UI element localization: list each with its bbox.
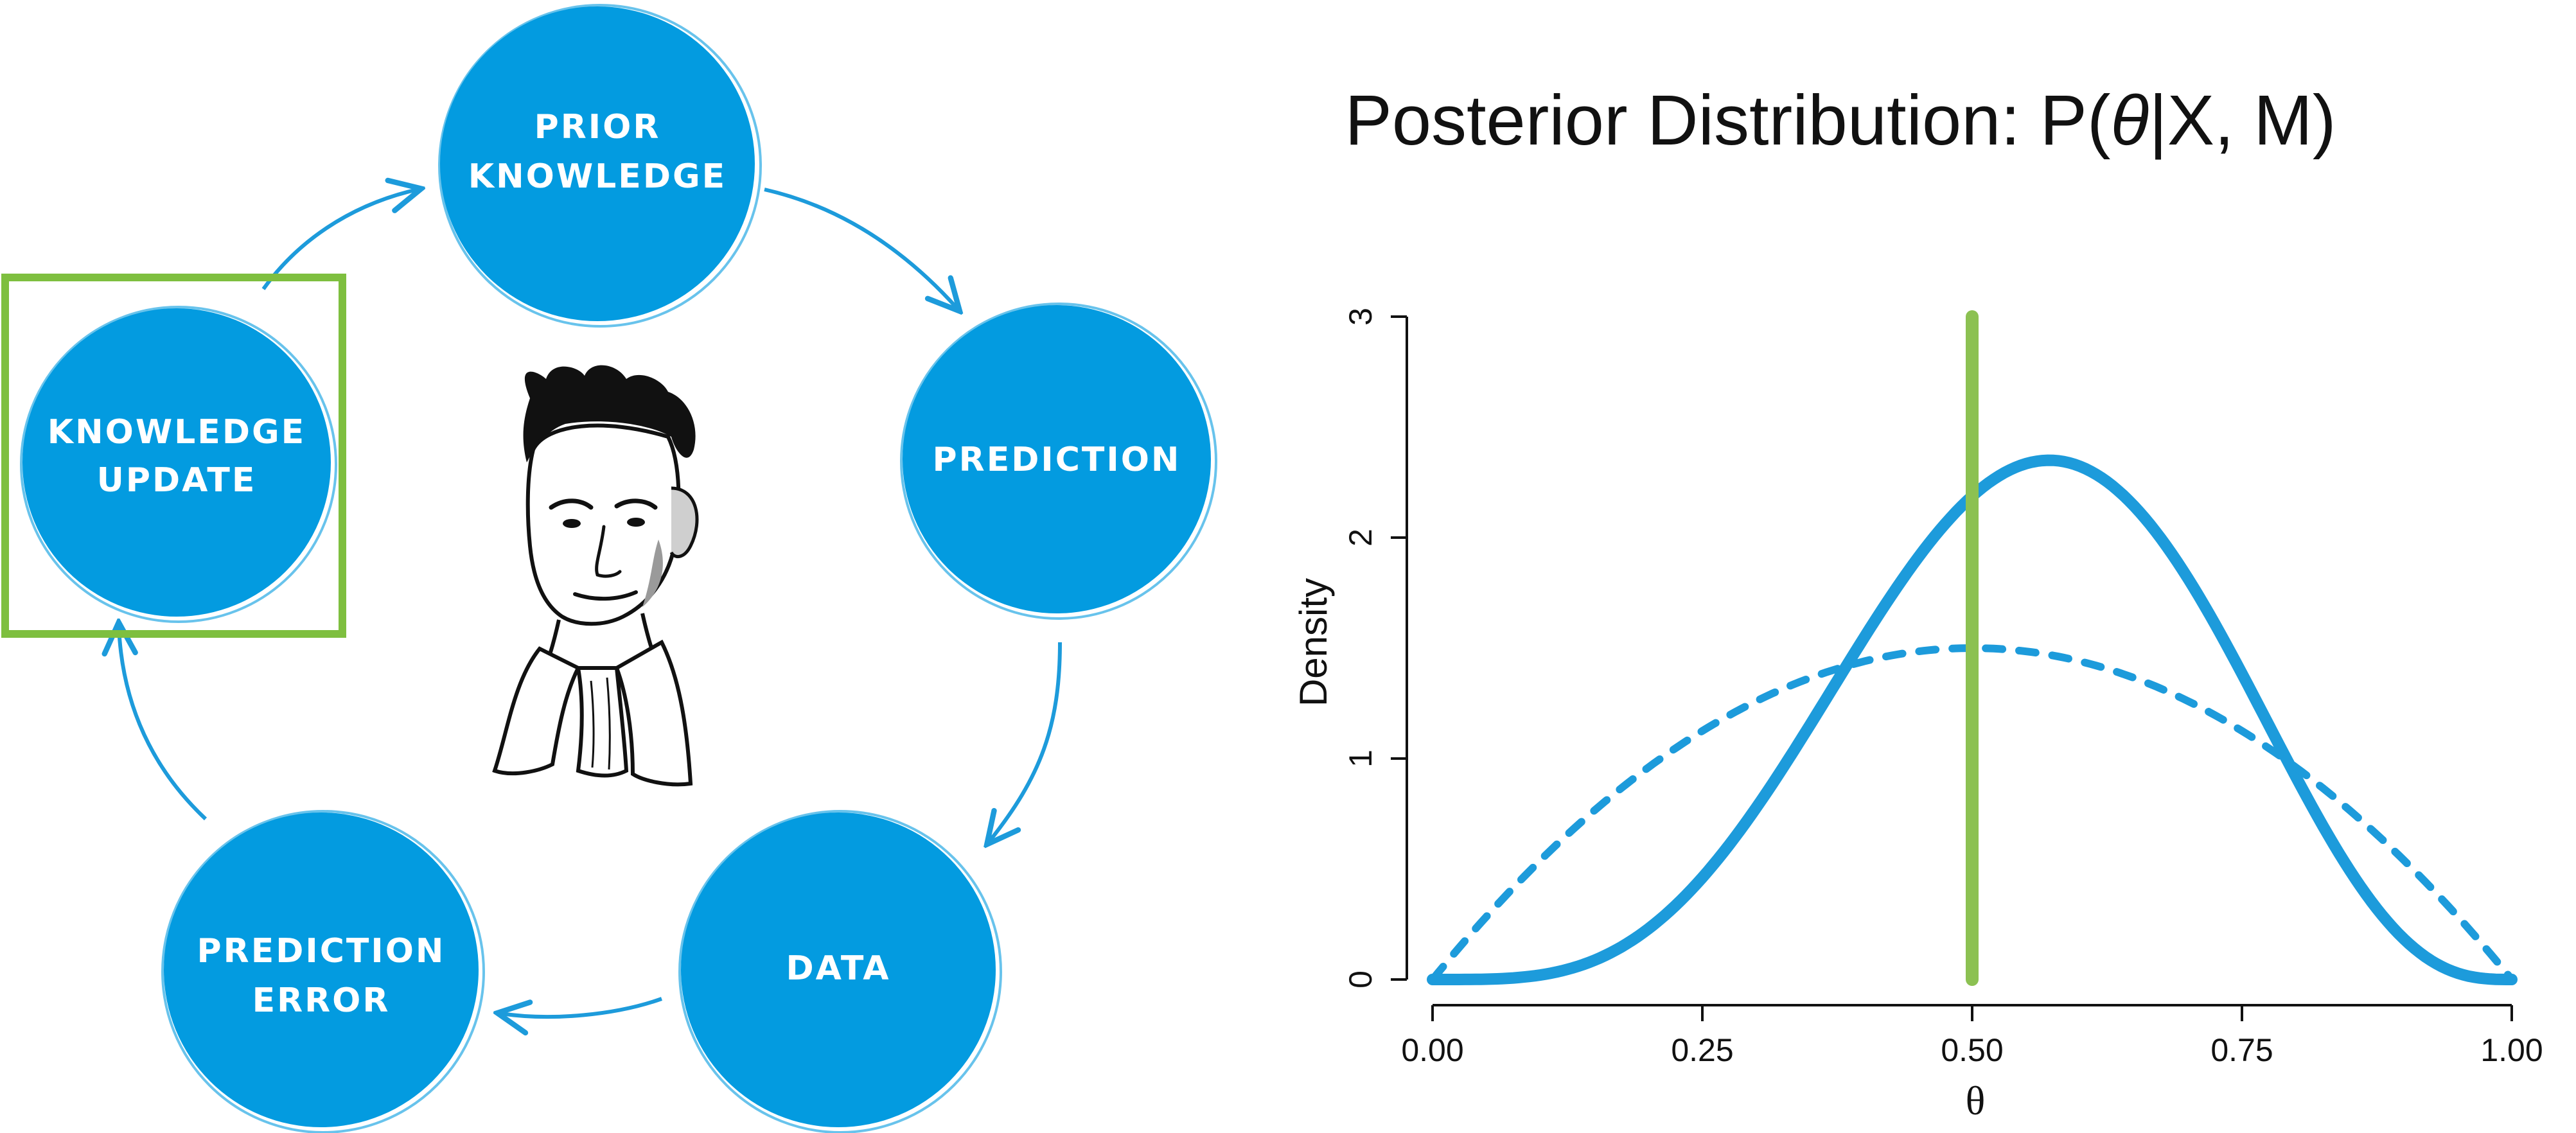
x-axis-label: θ (1966, 1078, 1986, 1123)
x-tick-label: 0.00 (1401, 1032, 1463, 1068)
chart-title: Posterior Distribution: P(θ|X, M) (1345, 81, 2336, 160)
node-error-line2: ERROR (252, 981, 391, 1020)
highlight-box (1, 274, 346, 638)
chart-axes: 0.00 0.25 0.50 0.75 1.00 0 1 2 3 (1343, 308, 2543, 1068)
node-data: DATA (678, 810, 1002, 1133)
chart-title-prefix: Posterior Distribution: P( (1345, 81, 2110, 160)
chart-title-theta: θ (2111, 81, 2149, 160)
y-tick-label: 3 (1343, 308, 1379, 326)
x-tick-label: 0.50 (1941, 1032, 2003, 1068)
arrow-prediction-to-data (989, 642, 1062, 841)
bayes-portrait-illustration (492, 365, 699, 787)
y-tick-label: 2 (1343, 529, 1379, 547)
x-tick-label: 0.75 (2210, 1032, 2273, 1068)
arrow-data-to-error (501, 997, 663, 1017)
y-tick-label: 0 (1343, 971, 1379, 988)
node-prior-knowledge: PRIOR KNOWLEDGE (438, 4, 762, 328)
node-prediction: PREDICTION (900, 303, 1217, 620)
node-knowledge-update: KNOWLEDGE UPDATE (20, 306, 337, 623)
arrow-error-to-update (119, 626, 207, 821)
posterior-chart: Posterior Distribution: P(θ|X, M) 0.00 0.… (1292, 81, 2543, 1123)
x-tick-label: 1.00 (2480, 1032, 2543, 1068)
node-prior-line2: KNOWLEDGE (468, 157, 727, 196)
node-error-line1: PREDICTION (197, 932, 446, 971)
bayesian-cycle-diagram: PRIOR KNOWLEDGE PREDICTION DATA PREDICTI… (1, 4, 1217, 1133)
y-axis-label: Density (1292, 578, 1335, 707)
arrow-update-to-prior (261, 189, 418, 290)
arrow-prior-to-prediction (764, 188, 957, 308)
node-prior-line1: PRIOR (534, 108, 661, 146)
node-prediction-error: PREDICTION ERROR (161, 810, 485, 1133)
node-prediction-line1: PREDICTION (933, 441, 1181, 479)
node-data-line1: DATA (786, 949, 890, 988)
x-tick-label: 0.25 (1671, 1032, 1733, 1068)
node-update-line2: UPDATE (97, 461, 257, 500)
node-update-line1: KNOWLEDGE (48, 413, 306, 452)
y-tick-label: 1 (1343, 750, 1379, 768)
chart-title-suffix: |X, M) (2149, 81, 2336, 160)
